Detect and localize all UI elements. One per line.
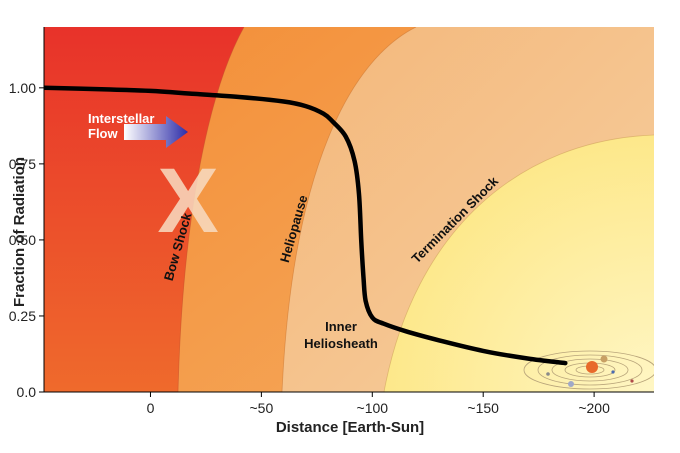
y-tick-label: 1.00 [9, 80, 36, 96]
y-ticks: 0.0 0.25 0.50 0.75 1.00 [9, 80, 44, 400]
inner-heliosheath-label-line2: Heliosheath [304, 336, 378, 351]
bow-shock-boundary [177, 27, 245, 392]
y-axis-title: Fraction of Radiation [11, 157, 28, 307]
y-tick-label: 0.25 [9, 308, 36, 324]
x-mark: X [157, 150, 218, 252]
interstellar-flow-label-line1: Interstellar [88, 111, 154, 126]
x-axis-title: Distance [Earth-Sun] [276, 419, 424, 436]
y-tick-label: 0.75 [9, 156, 36, 172]
x-tick-label: ~50 [250, 400, 274, 416]
termination-shock-inner-region [384, 135, 654, 392]
x-ticks: 0 ~50 ~100 ~150 ~200 [147, 392, 610, 416]
heliopause-boundary [281, 27, 417, 392]
inner-heliosheath-label-line1: Inner [325, 319, 357, 334]
x-tick-label: ~200 [578, 400, 610, 416]
y-tick-label: 0.0 [17, 384, 37, 400]
x-tick-label: ~100 [357, 400, 389, 416]
y-tick-label: 0.50 [9, 232, 36, 248]
interstellar-flow-label-line2: Flow [88, 126, 118, 141]
x-tick-label: 0 [147, 400, 155, 416]
solar-system-icon [523, 350, 654, 390]
radiation-fraction-line [44, 85, 568, 366]
x-tick-label: ~150 [467, 400, 499, 416]
flow-arrow-icon [124, 116, 188, 148]
